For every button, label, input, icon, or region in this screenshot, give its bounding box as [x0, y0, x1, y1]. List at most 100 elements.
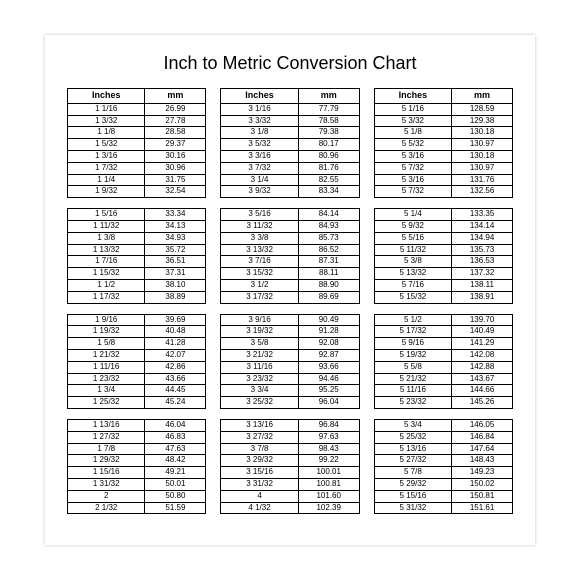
columns-container: Inchesmm1 1/1626.991 3/3227.781 1/828.58…: [67, 88, 513, 514]
table-row: 5 15/32138.91: [374, 291, 512, 303]
conversion-table: 1 9/1639.691 19/3240.481 5/841.281 21/32…: [67, 314, 206, 409]
table-row: 5 1/2139.70: [374, 314, 512, 326]
table-row: 5 19/32142.08: [374, 350, 512, 362]
cell-inches: 1 1/8: [68, 127, 145, 139]
cell-mm: 138.11: [452, 280, 513, 292]
cell-mm: 129.38: [452, 115, 513, 127]
cell-mm: 149.23: [452, 467, 513, 479]
cell-mm: 134.94: [452, 232, 513, 244]
cell-mm: 88.90: [298, 280, 359, 292]
cell-inches: 2: [68, 490, 145, 502]
table-row: 5 3/4146.05: [374, 420, 512, 432]
table-row: 4101.60: [221, 490, 359, 502]
cell-inches: 5 1/8: [374, 127, 451, 139]
cell-mm: 142.08: [452, 350, 513, 362]
cell-mm: 77.79: [298, 103, 359, 115]
cell-mm: 99.22: [298, 455, 359, 467]
cell-mm: 141.29: [452, 338, 513, 350]
table-row: 250.80: [68, 490, 206, 502]
cell-mm: 145.26: [452, 397, 513, 409]
header-inches: Inches: [68, 89, 145, 104]
cell-mm: 34.93: [145, 232, 206, 244]
cell-mm: 51.59: [145, 502, 206, 514]
table-row: 3 31/32100.81: [221, 479, 359, 491]
cell-inches: 3 7/8: [221, 443, 298, 455]
cell-mm: 30.96: [145, 162, 206, 174]
cell-mm: 80.96: [298, 151, 359, 163]
column-1: Inchesmm1 1/1626.991 3/3227.781 1/828.58…: [67, 88, 206, 514]
cell-inches: 1 15/16: [68, 467, 145, 479]
cell-inches: 5 17/32: [374, 326, 451, 338]
table-row: 1 5/1633.34: [68, 209, 206, 221]
cell-inches: 1 3/16: [68, 151, 145, 163]
cell-mm: 96.84: [298, 420, 359, 432]
cell-inches: 3 7/32: [221, 162, 298, 174]
table-row: 5 7/8149.23: [374, 467, 512, 479]
table-row: 5 23/32145.26: [374, 397, 512, 409]
cell-mm: 135.73: [452, 244, 513, 256]
table-row: 1 27/3246.83: [68, 431, 206, 443]
cell-mm: 130.97: [452, 162, 513, 174]
cell-inches: 5 1/16: [374, 103, 451, 115]
cell-inches: 5 11/16: [374, 385, 451, 397]
cell-mm: 26.99: [145, 103, 206, 115]
table-row: 5 5/8142.88: [374, 361, 512, 373]
table-row: 1 5/3229.37: [68, 139, 206, 151]
cell-mm: 29.37: [145, 139, 206, 151]
table-row: 1 3/1630.16: [68, 151, 206, 163]
cell-mm: 79.38: [298, 127, 359, 139]
cell-inches: 4 1/32: [221, 502, 298, 514]
conversion-table: 1 13/1646.041 27/3246.831 7/847.631 29/3…: [67, 419, 206, 514]
cell-mm: 93.66: [298, 361, 359, 373]
cell-mm: 50.80: [145, 490, 206, 502]
table-row: 5 3/8136.53: [374, 256, 512, 268]
cell-mm: 143.67: [452, 373, 513, 385]
table-row: 1 31/3250.01: [68, 479, 206, 491]
cell-inches: 4: [221, 490, 298, 502]
table-row: 5 3/16130.18: [374, 151, 512, 163]
cell-inches: 5 3/8: [374, 256, 451, 268]
cell-inches: 3 1/2: [221, 280, 298, 292]
cell-inches: 5 9/32: [374, 221, 451, 233]
cell-inches: 3 3/4: [221, 385, 298, 397]
cell-mm: 138.91: [452, 291, 513, 303]
cell-inches: 3 21/32: [221, 350, 298, 362]
cell-mm: 131.76: [452, 174, 513, 186]
cell-mm: 44.45: [145, 385, 206, 397]
cell-inches: 3 25/32: [221, 397, 298, 409]
table-row: 3 1/482.55: [221, 174, 359, 186]
table-row: 1 3/444.45: [68, 385, 206, 397]
cell-inches: 3 1/16: [221, 103, 298, 115]
cell-mm: 100.01: [298, 467, 359, 479]
table-row: 5 7/16138.11: [374, 280, 512, 292]
cell-mm: 133.35: [452, 209, 513, 221]
cell-inches: 5 5/32: [374, 139, 451, 151]
table-row: 3 5/3280.17: [221, 139, 359, 151]
cell-inches: 5 15/16: [374, 490, 451, 502]
cell-inches: 5 3/4: [374, 420, 451, 432]
cell-inches: 5 15/32: [374, 291, 451, 303]
cell-mm: 32.54: [145, 186, 206, 198]
table-row: 1 11/1642.86: [68, 361, 206, 373]
conversion-table: Inchesmm3 1/1677.793 3/3278.583 1/879.38…: [220, 88, 359, 198]
table-row: 3 13/3286.52: [221, 244, 359, 256]
cell-mm: 30.16: [145, 151, 206, 163]
cell-mm: 80.17: [298, 139, 359, 151]
cell-inches: 5 13/16: [374, 443, 451, 455]
cell-inches: 1 9/16: [68, 314, 145, 326]
cell-inches: 3 11/16: [221, 361, 298, 373]
table-row: 5 5/16134.94: [374, 232, 512, 244]
cell-mm: 46.04: [145, 420, 206, 432]
cell-mm: 94.46: [298, 373, 359, 385]
cell-inches: 3 1/8: [221, 127, 298, 139]
cell-mm: 139.70: [452, 314, 513, 326]
table-row: 1 13/3235.72: [68, 244, 206, 256]
table-row: 2 1/3251.59: [68, 502, 206, 514]
table-row: 1 13/1646.04: [68, 420, 206, 432]
table-row: 1 9/3232.54: [68, 186, 206, 198]
table-row: 3 15/16100.01: [221, 467, 359, 479]
cell-inches: 5 5/8: [374, 361, 451, 373]
cell-inches: 1 1/16: [68, 103, 145, 115]
table-row: 1 3/3227.78: [68, 115, 206, 127]
cell-inches: 3 15/16: [221, 467, 298, 479]
